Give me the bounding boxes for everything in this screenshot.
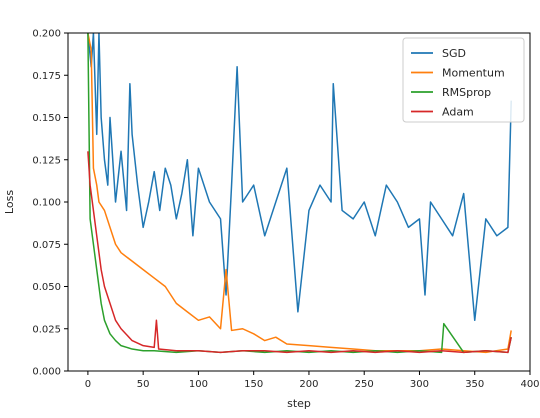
y-tick-label: 0.075	[32, 240, 61, 251]
y-axis-ticks: 0.000 0.025 0.050 0.075 0.100 0.125 0.150 0.175…	[32, 29, 68, 378]
y-tick-label: 0.200	[32, 29, 61, 40]
x-tick-label: 300	[410, 379, 429, 390]
legend-label-rmsprop: RMSprop	[442, 86, 491, 99]
x-tick-label: 100	[189, 379, 208, 390]
x-axis-label: step	[287, 397, 311, 410]
y-tick-label: 0.150	[32, 113, 61, 124]
x-axis-ticks: 0 50 100 150 200 250 300 350 400	[85, 371, 540, 390]
y-tick-label: 0.125	[32, 155, 61, 166]
series-layer	[87, 33, 512, 354]
legend-box	[402, 37, 525, 123]
series-line-adam	[87, 151, 512, 354]
y-tick-label: 0.000	[32, 367, 61, 378]
y-tick-label: 0.050	[32, 282, 61, 293]
legend: SGD Momentum RMSprop Adam	[402, 37, 525, 123]
y-axis-label: Loss	[3, 190, 16, 214]
x-tick-label: 350	[465, 379, 484, 390]
legend-label-sgd: SGD	[442, 47, 466, 60]
legend-label-momentum: Momentum	[442, 67, 505, 80]
y-tick-label: 0.025	[32, 324, 61, 335]
legend-label-adam: Adam	[442, 106, 474, 119]
x-tick-label: 0	[85, 379, 91, 390]
y-tick-label: 0.100	[32, 198, 61, 209]
x-tick-label: 150	[244, 379, 263, 390]
x-tick-label: 200	[299, 379, 318, 390]
x-tick-label: 50	[137, 379, 150, 390]
x-tick-label: 250	[355, 379, 374, 390]
x-tick-label: 400	[520, 379, 539, 390]
y-tick-label: 0.175	[32, 71, 61, 82]
series-line-sgd	[87, 33, 512, 322]
